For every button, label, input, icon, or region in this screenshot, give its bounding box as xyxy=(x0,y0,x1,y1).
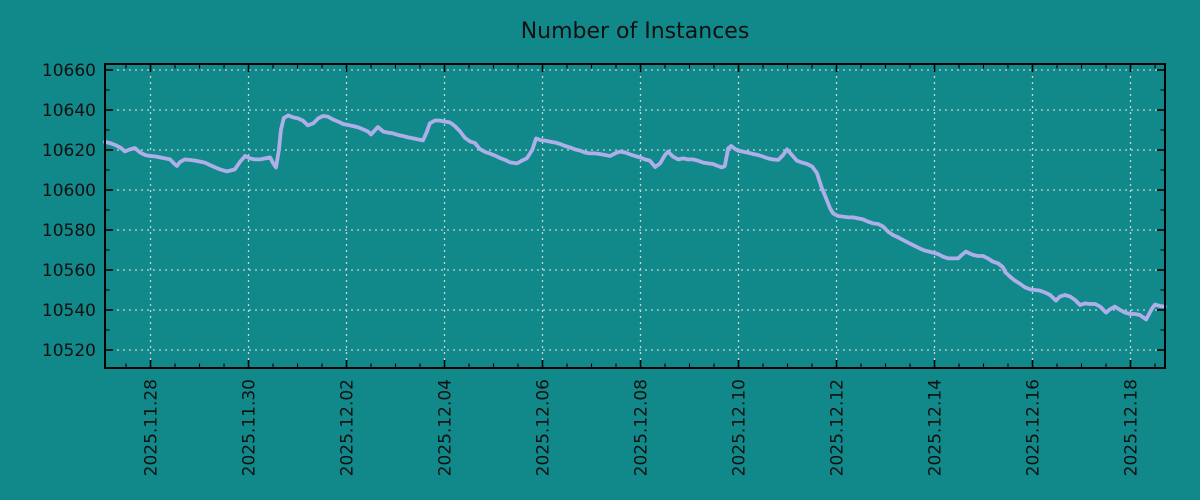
data-series xyxy=(103,113,1167,322)
axis-tick-labels: 10520 10540 10560 10580 10600 10620 10640 10660… xyxy=(42,61,1142,476)
series-line-instances xyxy=(103,113,1167,322)
y-tick-label: 10620 xyxy=(42,141,96,161)
x-tick-label: 2025.12.04 xyxy=(436,379,456,476)
y-tick-label: 10520 xyxy=(42,341,96,361)
chart-title: Number of Instances xyxy=(521,19,750,44)
x-tick-label: 2025.11.30 xyxy=(240,379,260,476)
y-tick-label: 10560 xyxy=(42,261,96,281)
x-tick-label: 2025.12.02 xyxy=(338,379,358,476)
grid-lines xyxy=(105,64,1165,368)
x-tick-label: 2025.12.18 xyxy=(1122,379,1142,476)
y-tick-label: 10600 xyxy=(42,181,96,201)
y-tick-label: 10540 xyxy=(42,301,96,321)
x-tick-label: 2025.12.14 xyxy=(926,379,946,476)
plot-border xyxy=(104,63,1166,369)
x-tick-label: 2025.12.06 xyxy=(534,379,554,476)
y-tick-label: 10580 xyxy=(42,221,96,241)
x-tick-label: 2025.11.28 xyxy=(142,379,162,476)
x-tick-label: 2025.12.10 xyxy=(730,379,750,476)
y-tick-label: 10660 xyxy=(42,61,96,81)
x-tick-label: 2025.12.16 xyxy=(1024,379,1044,476)
x-tick-label: 2025.12.12 xyxy=(828,379,848,476)
x-tick-label: 2025.12.08 xyxy=(632,379,652,476)
y-tick-label: 10640 xyxy=(42,101,96,121)
